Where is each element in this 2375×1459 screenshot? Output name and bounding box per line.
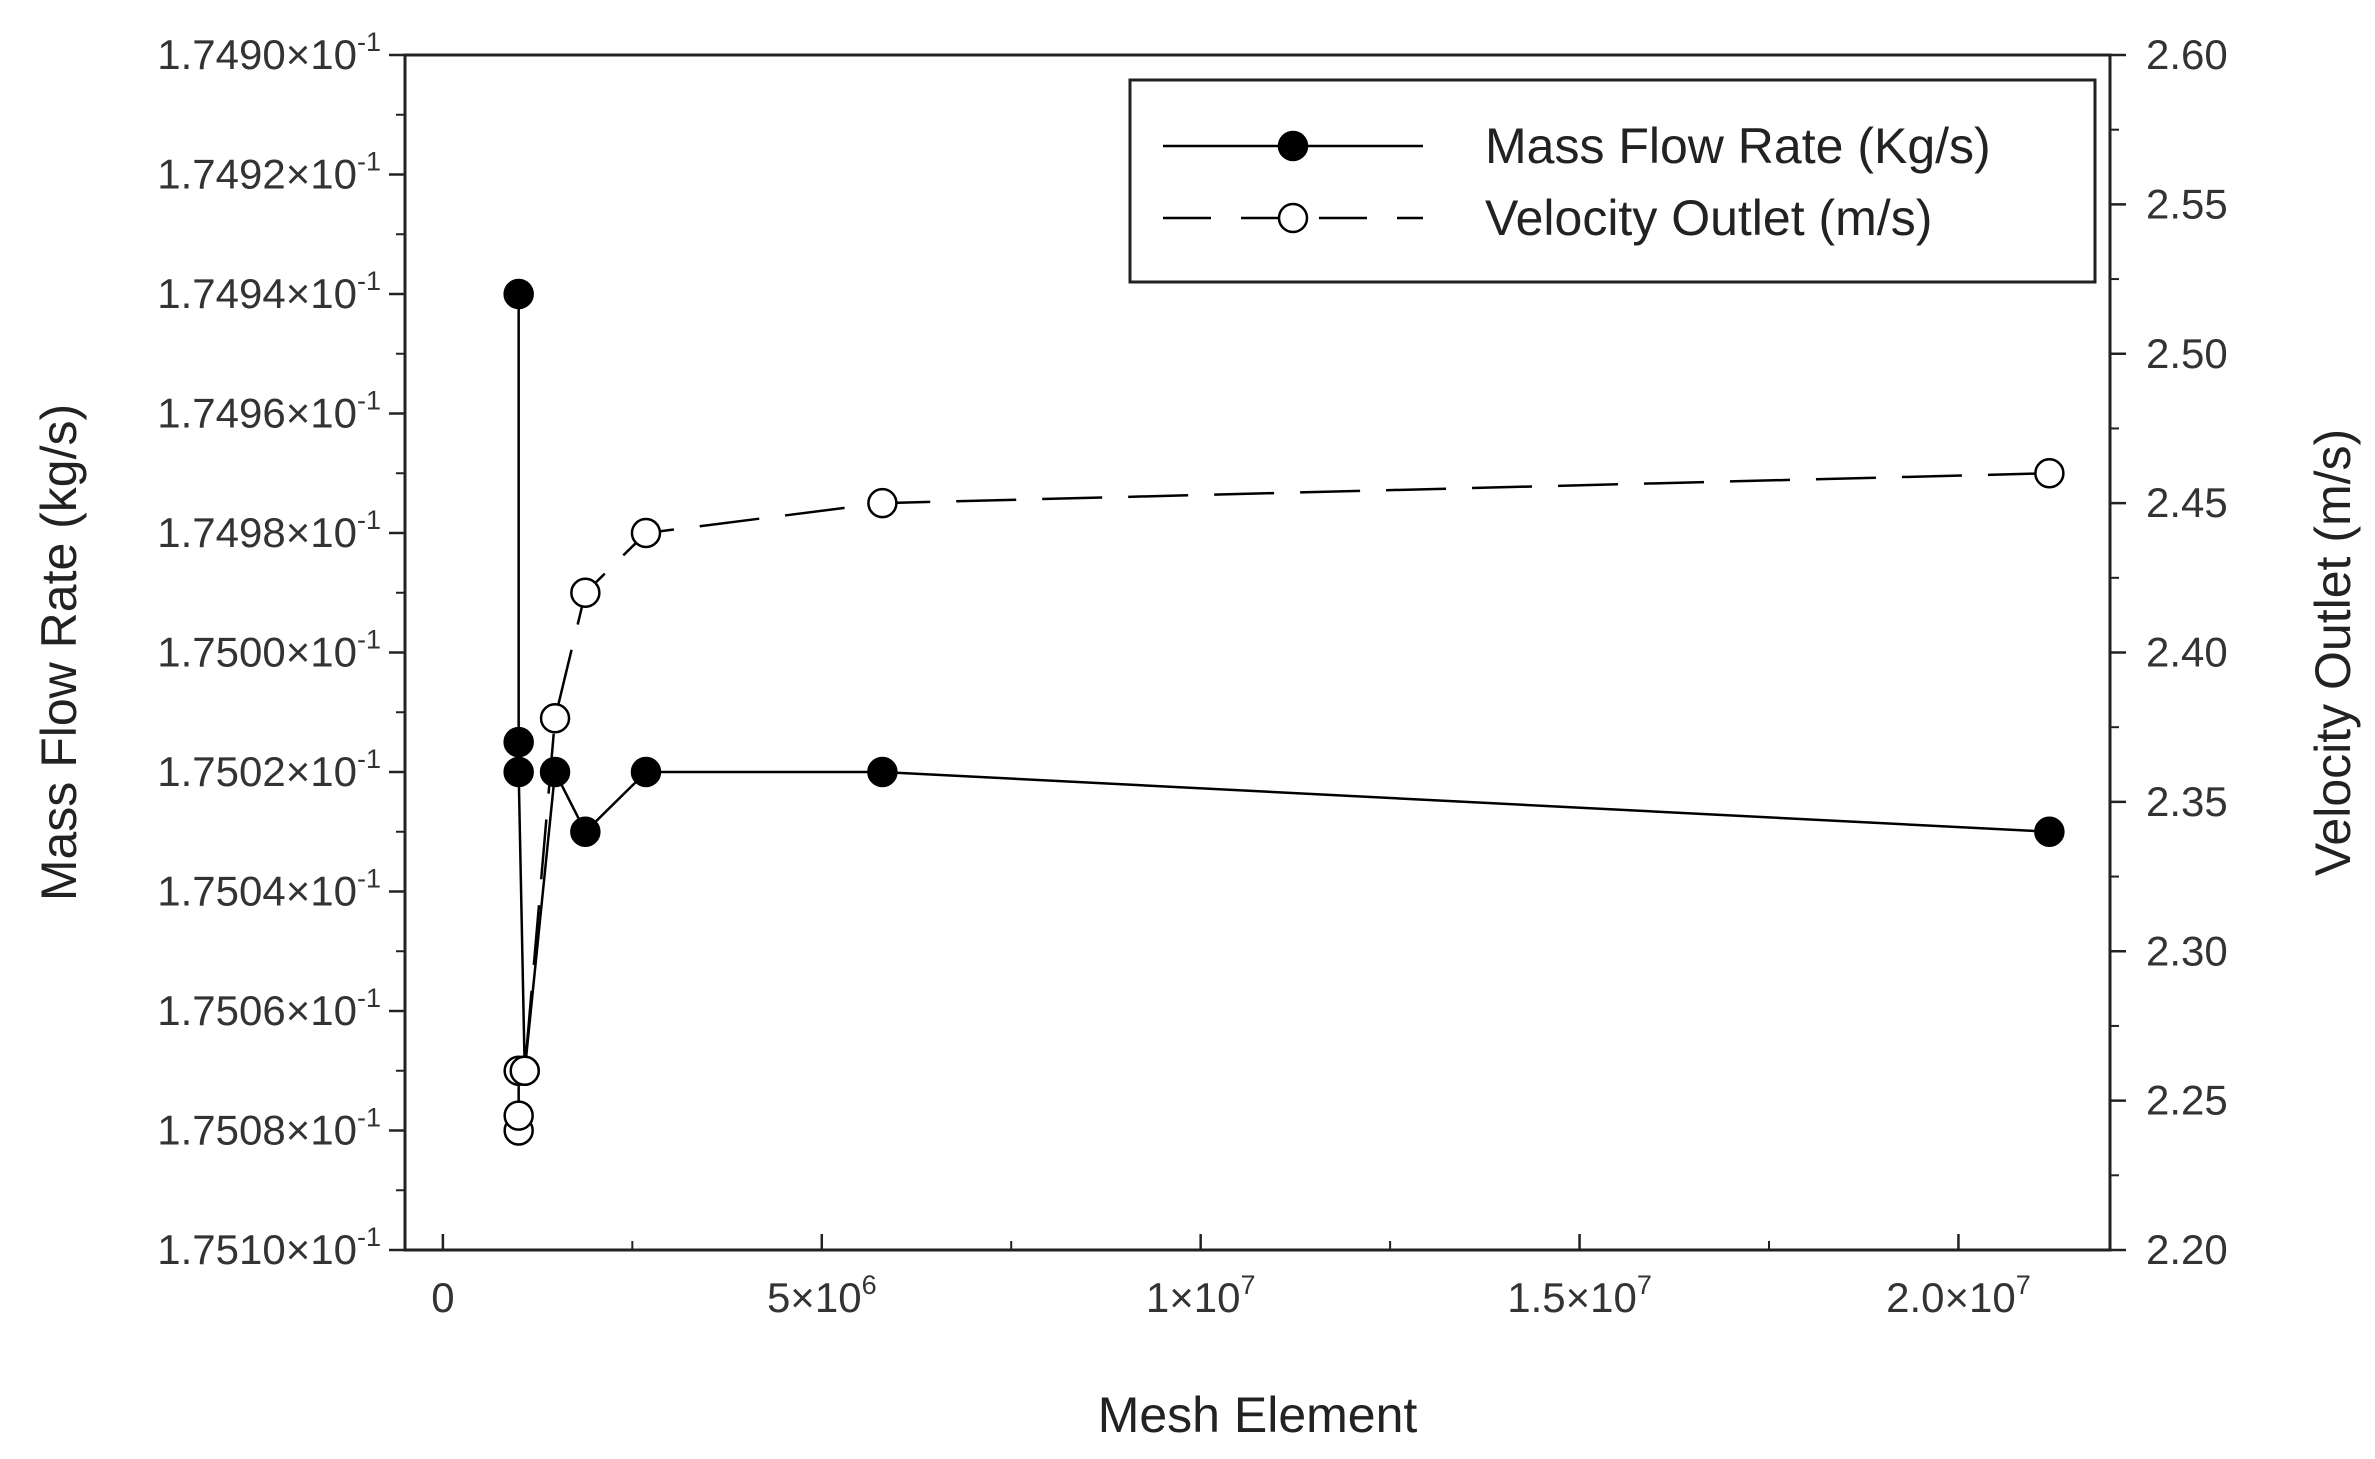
data-point bbox=[570, 816, 601, 847]
left-y-tick-label: 1.7500×10-1 bbox=[157, 625, 381, 676]
right-y-tick-label: 2.30 bbox=[2146, 927, 2228, 974]
data-point bbox=[630, 517, 662, 549]
data-point bbox=[2034, 816, 2065, 847]
data-point bbox=[2034, 458, 2065, 489]
right-y-tick-label: 2.45 bbox=[2146, 479, 2228, 526]
data-point bbox=[867, 487, 898, 519]
left-y-tick-label: 1.7492×10-1 bbox=[157, 147, 381, 198]
left-y-tick-label: 1.7502×10-1 bbox=[157, 744, 381, 795]
x-tick-label: 1×107 bbox=[1146, 1270, 1256, 1321]
right-y-tick-label: 2.20 bbox=[2146, 1226, 2228, 1273]
data-point bbox=[867, 756, 898, 788]
x-tick-label: 5×106 bbox=[767, 1270, 877, 1321]
left-y-tick-label: 1.7506×10-1 bbox=[157, 983, 381, 1034]
right-y-axis-title: Velocity Outlet (m/s) bbox=[2305, 429, 2361, 876]
right-y-tick-label: 2.40 bbox=[2146, 629, 2228, 676]
left-y-tick-label: 1.7504×10-1 bbox=[157, 864, 381, 915]
x-tick-label: 0 bbox=[431, 1274, 454, 1321]
x-axis-title: Mesh Element bbox=[1098, 1387, 1418, 1443]
data-point bbox=[503, 278, 534, 310]
ticks: 0 5×106 1×107 1.5×107 2.0×107 1.7490×10-1 1.74… bbox=[157, 27, 2227, 1321]
data-point bbox=[630, 756, 662, 788]
data-point bbox=[570, 577, 601, 608]
data-point bbox=[503, 1100, 534, 1131]
right-y-tick-label: 2.60 bbox=[2146, 31, 2228, 78]
data-point bbox=[539, 702, 571, 734]
series bbox=[503, 278, 2065, 1146]
legend-marker-mass-flow bbox=[1277, 130, 1309, 162]
data-point bbox=[539, 756, 571, 788]
left-y-axis-title: Mass Flow Rate (kg/s) bbox=[31, 404, 87, 901]
x-tick-label: 2.0×107 bbox=[1886, 1270, 2031, 1321]
left-y-tick-label: 1.7498×10-1 bbox=[157, 505, 381, 556]
right-y-tick-label: 2.50 bbox=[2146, 330, 2228, 377]
right-y-tick-label: 2.25 bbox=[2146, 1077, 2228, 1124]
legend: Mass Flow Rate (Kg/s) Velocity Outlet (m… bbox=[1128, 78, 2097, 284]
left-y-tick-label: 1.7496×10-1 bbox=[157, 386, 381, 437]
right-y-tick-label: 2.35 bbox=[2146, 778, 2228, 825]
left-y-tick-label: 1.7510×10-1 bbox=[157, 1222, 381, 1273]
left-y-tick-label: 1.7508×10-1 bbox=[157, 1103, 381, 1154]
legend-label-mass-flow: Mass Flow Rate (Kg/s) bbox=[1485, 118, 1991, 174]
legend-label-velocity: Velocity Outlet (m/s) bbox=[1485, 190, 1932, 246]
left-y-tick-label: 1.7490×10-1 bbox=[157, 27, 381, 78]
left-y-tick-label: 1.7494×10-1 bbox=[157, 266, 381, 317]
series-1 bbox=[503, 458, 2065, 1146]
data-point bbox=[509, 1055, 540, 1086]
series-line bbox=[517, 472, 2050, 1131]
data-point bbox=[503, 756, 534, 788]
series-0 bbox=[503, 278, 2065, 1086]
data-point bbox=[503, 726, 534, 758]
legend-box bbox=[1128, 78, 2097, 284]
x-tick-label: 1.5×107 bbox=[1507, 1270, 1652, 1321]
right-y-tick-label: 2.55 bbox=[2146, 180, 2228, 227]
series-line bbox=[517, 294, 2050, 1071]
legend-marker-velocity bbox=[1277, 202, 1309, 234]
